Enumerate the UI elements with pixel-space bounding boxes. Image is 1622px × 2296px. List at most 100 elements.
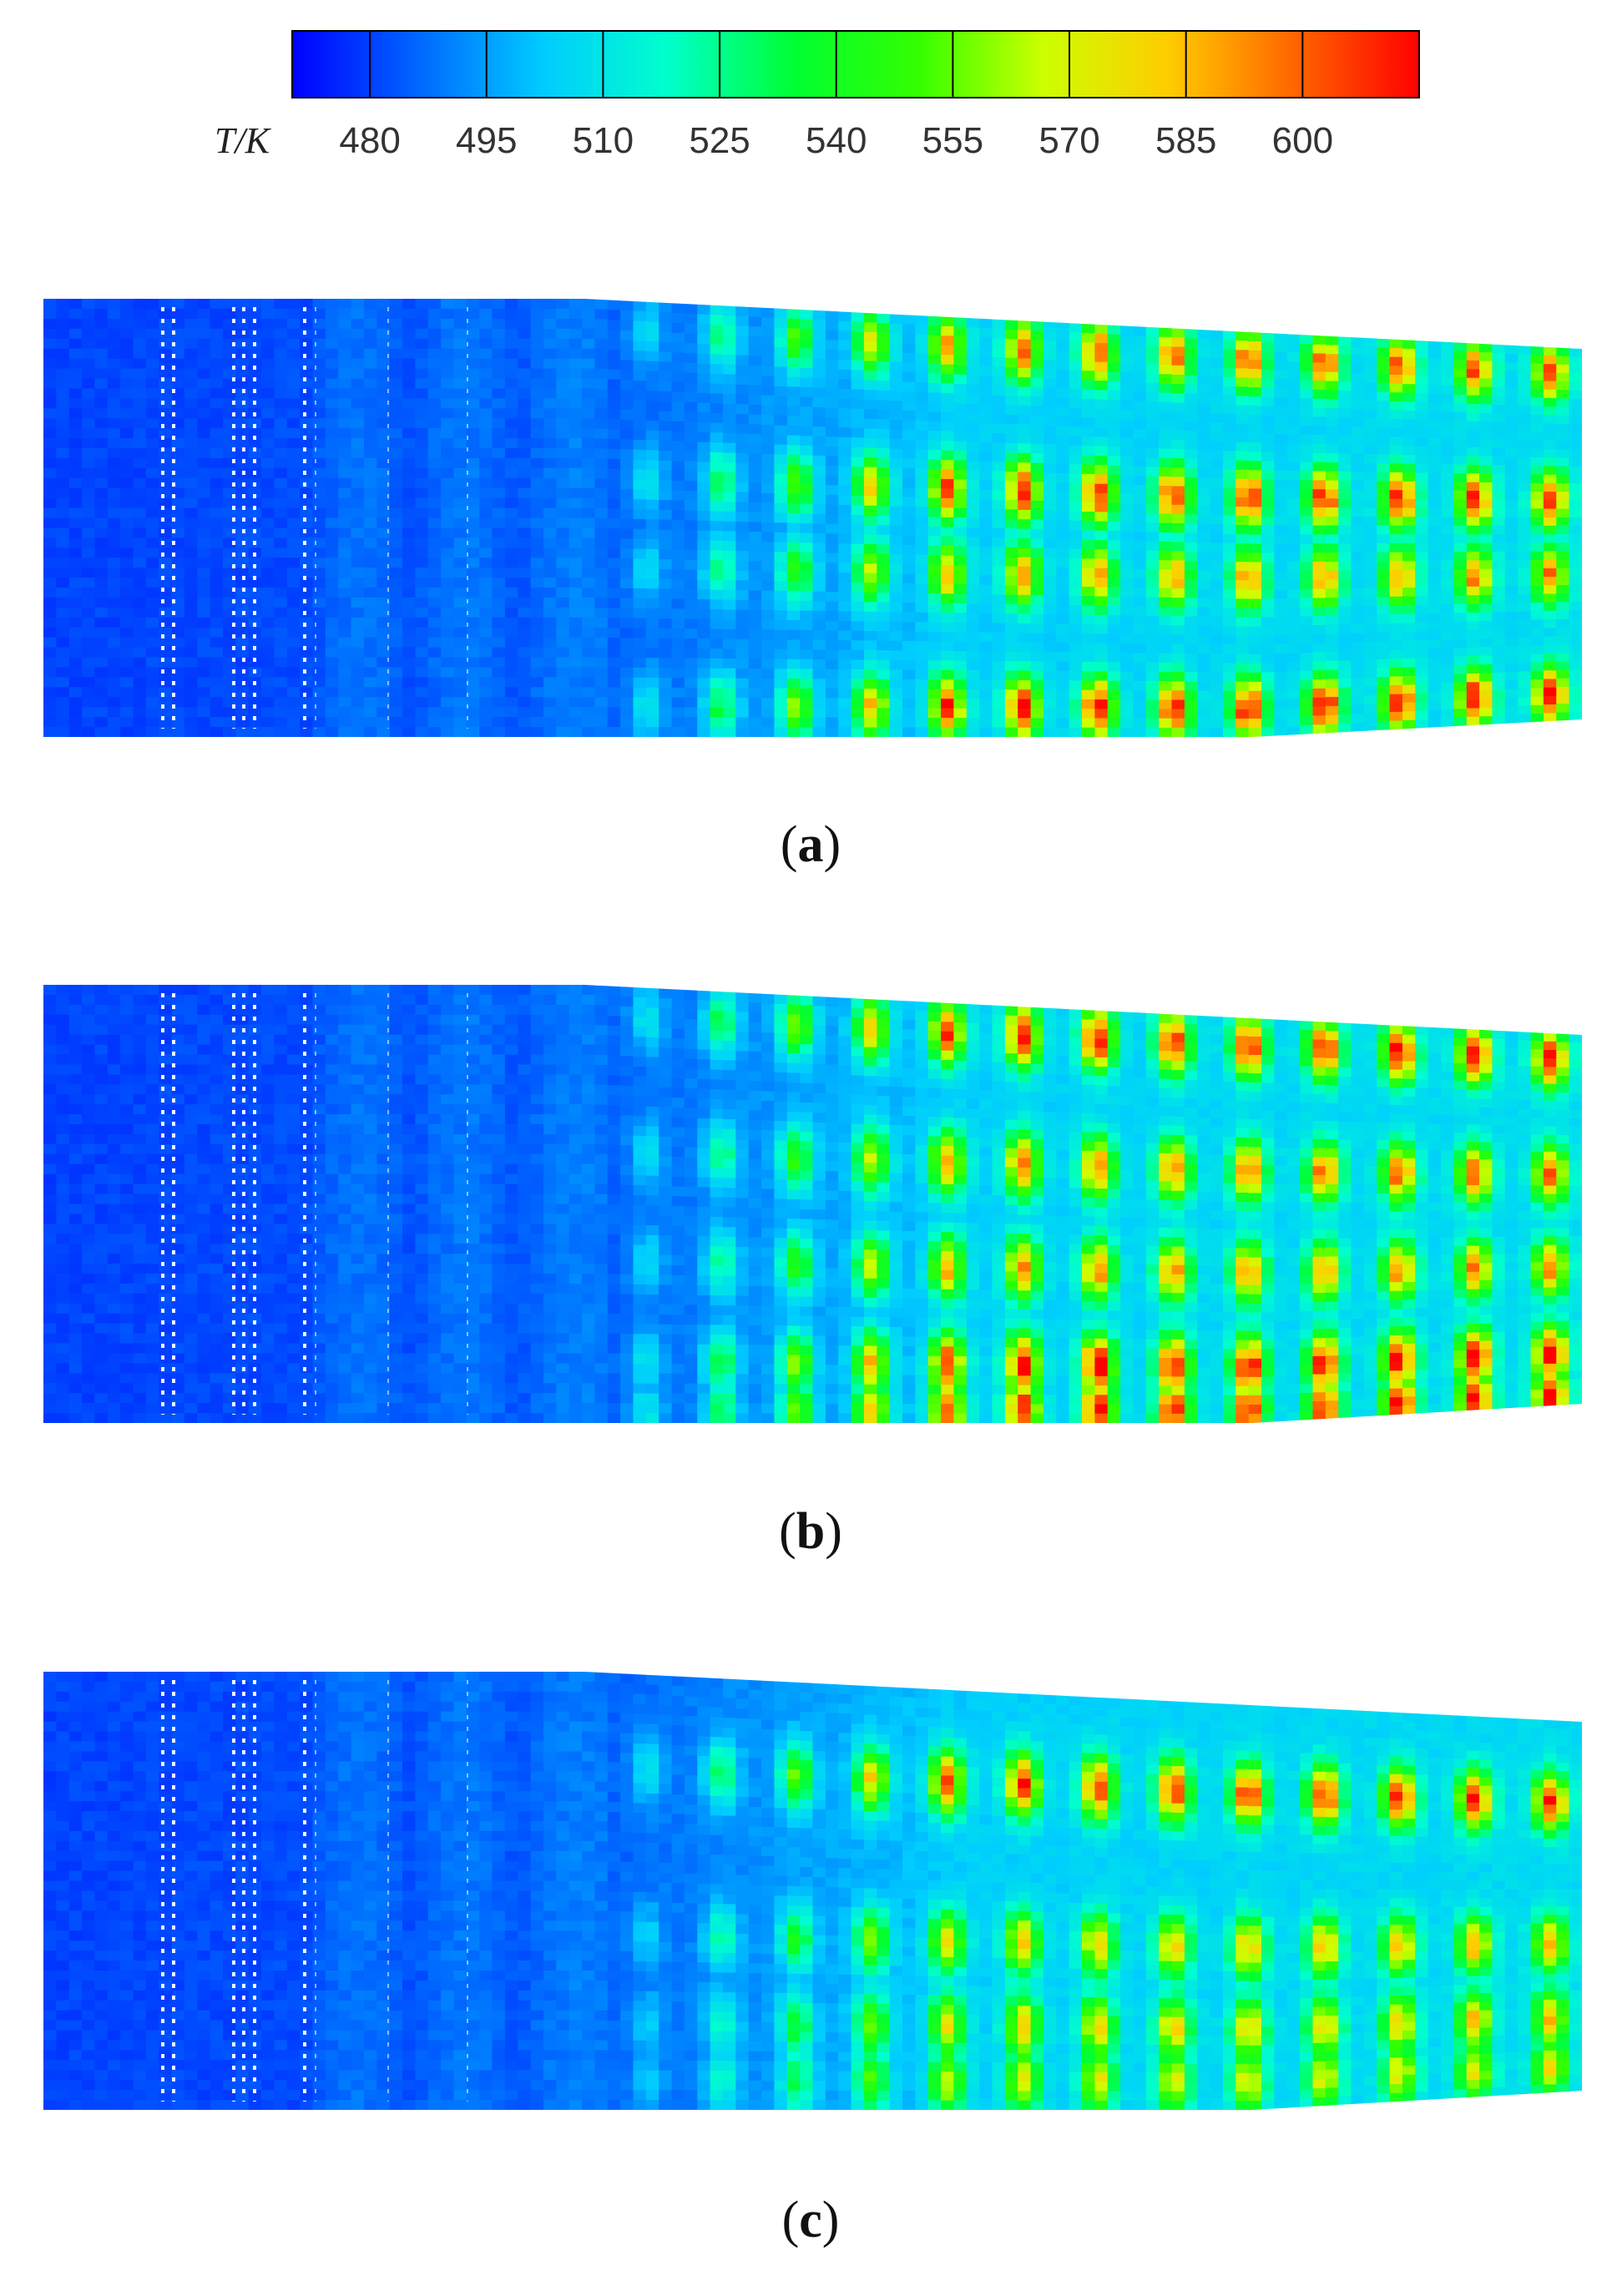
temperature-cell [1274, 479, 1288, 490]
temperature-cell [197, 657, 211, 669]
temperature-cell [659, 519, 673, 531]
temperature-cell [479, 697, 493, 708]
temperature-cell [492, 548, 506, 558]
temperature-cell [915, 564, 929, 575]
temperature-cell [312, 558, 326, 568]
temperature-cell [223, 467, 237, 479]
temperature-cell [43, 537, 58, 549]
temperature-cell [645, 568, 659, 580]
temperature-cell [184, 457, 199, 469]
temperature-cell [1325, 570, 1339, 581]
temperature-cell [710, 658, 724, 669]
temperature-cell [543, 328, 558, 340]
temperature-cell [1351, 570, 1365, 580]
temperature-cell [1133, 363, 1147, 374]
temperature-cell [56, 477, 70, 489]
temperature-cell [851, 543, 865, 555]
temperature-cell [197, 467, 211, 479]
temperature-cell [82, 647, 96, 659]
temperature-cell [530, 438, 544, 449]
temperature-cell [145, 408, 160, 419]
temperature-cell [1030, 709, 1044, 719]
temperature-cell [159, 637, 173, 648]
temperature-cell [492, 497, 506, 509]
temperature-cell [286, 607, 301, 618]
temperature-cell [1082, 699, 1096, 710]
temperature-cell [1107, 456, 1121, 467]
temperature-cell [1427, 411, 1442, 421]
temperature-cell [453, 637, 467, 648]
temperature-cell [415, 418, 429, 429]
temperature-cell [43, 328, 58, 340]
temperature-cell [351, 338, 365, 350]
temperature-cell [235, 517, 250, 529]
temperature-cell [43, 657, 58, 669]
temperature-cell [1453, 682, 1468, 693]
temperature-cell [1107, 718, 1121, 729]
temperature-cell [145, 588, 160, 598]
temperature-cell [415, 497, 429, 509]
temperature-cell [1338, 723, 1352, 734]
temperature-cell [812, 426, 826, 437]
temperature-cell [1159, 327, 1173, 338]
temperature-cell [261, 299, 275, 310]
temperature-cell [927, 488, 942, 499]
temperature-cell [210, 308, 224, 320]
temperature-cell [889, 477, 903, 488]
temperature-cell [120, 647, 134, 659]
temperature-cell [184, 428, 199, 439]
temperature-cell [1056, 322, 1070, 333]
temperature-cell [607, 608, 621, 618]
temperature-cell [94, 527, 109, 539]
temperature-cell [248, 707, 262, 718]
temperature-cell [184, 548, 199, 558]
temperature-cell [1235, 690, 1250, 701]
temperature-cell [197, 398, 211, 409]
temperature-cell [1338, 696, 1352, 706]
temperature-cell [889, 525, 903, 536]
temperature-cell [1030, 633, 1044, 643]
temperature-cell [786, 532, 801, 543]
temperature-cell [1363, 517, 1378, 527]
temperature-cell [364, 477, 378, 489]
temperature-cell [543, 568, 558, 578]
temperature-cell [1018, 594, 1032, 605]
temperature-cell [710, 442, 724, 453]
temperature-cell [479, 477, 493, 489]
temperature-cell [1094, 502, 1109, 513]
temperature-cell [633, 548, 647, 560]
temperature-cell [1159, 365, 1173, 375]
temperature-cell [427, 637, 442, 648]
temperature-cell [1223, 349, 1237, 360]
temperature-cell [838, 369, 852, 381]
temperature-cell [1018, 537, 1032, 548]
temperature-cell [1069, 586, 1083, 597]
temperature-cell [902, 679, 917, 690]
temperature-cell [659, 361, 673, 373]
temperature-cell [492, 527, 506, 539]
temperature-cell [364, 299, 378, 310]
temperature-cell [774, 648, 788, 660]
temperature-cell [633, 320, 647, 332]
temperature-cell [1197, 552, 1211, 562]
temperature-cell [1415, 710, 1429, 720]
temperature-cell [786, 445, 801, 456]
temperature-cell [402, 457, 417, 469]
temperature-cell [1441, 700, 1455, 710]
temperature-cell [479, 548, 493, 558]
temperature-cell [671, 520, 685, 531]
temperature-cell [710, 550, 724, 562]
temperature-cell [915, 401, 929, 412]
temperature-cell [1338, 363, 1352, 374]
temperature-cell [1056, 539, 1070, 550]
temperature-cell [1184, 727, 1199, 737]
temperature-cell [261, 428, 275, 439]
temperature-cell [210, 568, 224, 578]
temperature-cell [1377, 614, 1391, 624]
temperature-cell [133, 657, 147, 669]
temperature-cell [877, 525, 891, 536]
temperature-cell [261, 457, 275, 469]
temperature-cell [607, 677, 621, 689]
temperature-cell [594, 428, 609, 440]
temperature-cell [338, 647, 352, 659]
